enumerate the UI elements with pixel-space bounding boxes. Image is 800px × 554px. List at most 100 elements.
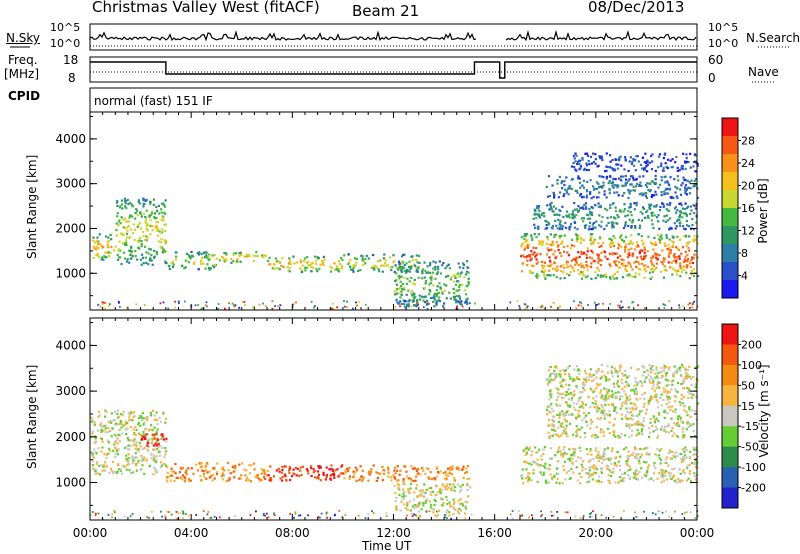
data-cell <box>674 400 677 403</box>
data-cell <box>688 408 691 411</box>
data-cell <box>99 423 102 427</box>
data-cell <box>99 306 102 308</box>
data-cell <box>569 247 572 250</box>
data-cell <box>559 384 562 387</box>
data-cell <box>594 162 597 165</box>
data-cell <box>643 380 646 383</box>
data-cell <box>554 374 557 377</box>
data-cell <box>619 365 622 368</box>
data-cell <box>166 465 169 469</box>
data-cell <box>658 454 661 457</box>
data-cell <box>441 504 444 507</box>
data-cell <box>592 472 596 475</box>
data-cell <box>410 465 413 468</box>
data-cell <box>555 207 558 210</box>
data-cell <box>402 478 405 481</box>
data-cell <box>118 428 121 431</box>
data-cell <box>672 244 675 247</box>
data-cell <box>340 472 343 475</box>
data-cell <box>526 263 529 267</box>
data-cell <box>576 237 579 240</box>
data-cell <box>216 462 219 465</box>
data-cell <box>164 260 167 263</box>
data-cell <box>275 267 278 270</box>
data-cell <box>558 175 561 178</box>
data-cell <box>408 300 411 303</box>
data-cell <box>215 471 218 474</box>
data-cell <box>196 469 199 472</box>
data-cell <box>405 268 408 271</box>
data-cell <box>547 223 550 226</box>
data-cell <box>606 467 609 470</box>
data-cell <box>590 389 593 392</box>
data-cell <box>680 393 683 396</box>
data-cell <box>580 475 583 479</box>
data-cell <box>146 419 149 422</box>
data-cell <box>467 277 470 280</box>
data-cell <box>428 500 431 503</box>
data-cell <box>403 288 406 291</box>
data-cell <box>667 253 671 256</box>
data-cell <box>589 210 592 214</box>
data-cell <box>262 513 265 515</box>
data-cell <box>564 478 567 481</box>
data-cell <box>206 471 209 474</box>
data-cell <box>278 268 281 271</box>
data-cell <box>553 213 556 216</box>
data-cell <box>672 379 675 382</box>
data-cell <box>652 512 654 515</box>
data-cell <box>693 153 696 156</box>
data-cell <box>563 193 566 196</box>
data-cell <box>310 475 313 478</box>
data-cell <box>258 479 261 482</box>
data-cell <box>600 375 603 378</box>
data-cell <box>424 286 427 290</box>
data-cell <box>632 185 635 188</box>
data-cell <box>456 466 459 469</box>
data-cell <box>568 422 571 425</box>
data-cell <box>123 464 126 468</box>
data-cell <box>629 402 632 405</box>
data-cell <box>562 453 566 456</box>
data-cell <box>607 447 610 450</box>
data-cell <box>612 216 616 219</box>
data-cell <box>183 267 186 270</box>
data-cell <box>606 371 609 374</box>
data-cell <box>668 396 671 399</box>
data-cell <box>159 302 162 305</box>
data-cell <box>694 409 697 413</box>
data-cell <box>320 512 323 515</box>
data-cell <box>315 268 318 271</box>
data-cell <box>415 254 418 257</box>
data-cell <box>233 305 236 308</box>
data-cell <box>211 254 214 257</box>
data-cell <box>416 299 419 302</box>
data-cell <box>625 380 628 383</box>
data-cell <box>213 515 216 518</box>
data-cell <box>568 477 571 480</box>
data-cell <box>635 453 638 456</box>
data-cell <box>171 261 174 265</box>
data-cell <box>413 283 416 286</box>
data-cell <box>568 274 571 277</box>
data-cell <box>458 283 461 286</box>
data-cell <box>161 435 164 438</box>
data-cell <box>537 233 540 236</box>
data-cell <box>651 153 654 156</box>
data-cell <box>531 514 533 517</box>
data-cell <box>368 473 371 476</box>
data-cell <box>620 262 623 265</box>
data-cell <box>603 451 606 454</box>
data-cell <box>621 239 624 242</box>
data-cell <box>238 252 241 255</box>
data-cell <box>348 261 351 264</box>
data-cell <box>397 484 401 487</box>
data-cell <box>680 211 683 214</box>
data-cell <box>639 397 642 400</box>
data-cell <box>641 423 644 427</box>
data-cell <box>655 399 658 402</box>
x-tick-label: 00:00 <box>73 526 108 540</box>
data-cell <box>144 417 147 420</box>
data-cell <box>658 449 661 452</box>
data-cell <box>110 245 113 248</box>
